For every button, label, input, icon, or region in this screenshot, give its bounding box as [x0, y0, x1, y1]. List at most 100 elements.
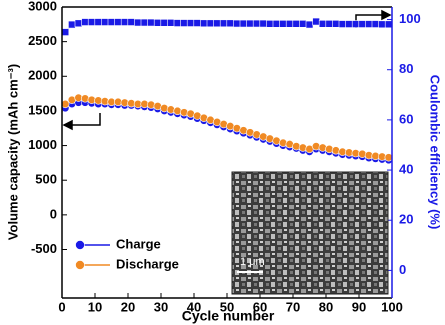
point [167, 19, 175, 27]
point [312, 17, 320, 26]
y-tick-label: -500 [31, 241, 57, 256]
point [279, 20, 287, 28]
point [332, 20, 340, 28]
legend-item: Charge [75, 236, 161, 251]
point [331, 146, 341, 155]
y2-tick-label: 20 [399, 212, 413, 227]
point [180, 108, 189, 117]
y-tick-label: 2500 [28, 33, 57, 48]
y-tick-label: 1000 [28, 137, 57, 152]
y-tick-label: 0 [50, 206, 57, 221]
point [325, 144, 334, 154]
point [312, 142, 321, 151]
x-tick-label: 60 [253, 299, 267, 314]
point [299, 20, 307, 28]
y2-tick-label: 100 [399, 11, 421, 26]
point [345, 20, 353, 28]
legend-marker [75, 260, 85, 270]
point [213, 19, 221, 28]
series [61, 93, 393, 162]
point [87, 18, 96, 26]
y-tick-label: 1500 [28, 102, 57, 117]
y-tick-label: 2000 [28, 68, 57, 83]
point [147, 18, 155, 27]
point [266, 20, 274, 28]
legend-label: Charge [116, 236, 161, 251]
point [114, 18, 122, 26]
point [107, 18, 116, 26]
x-tick-label: 20 [121, 299, 135, 314]
x-tick-label: 40 [187, 299, 201, 314]
point [239, 19, 248, 28]
scale-bar-label: 1 μm [240, 256, 265, 268]
legend-label: Discharge [116, 256, 179, 271]
point [226, 19, 235, 28]
point [160, 104, 169, 113]
point [298, 143, 308, 152]
legend-item: Discharge [75, 256, 179, 271]
point [279, 138, 288, 147]
inset-micrograph: 1 μm [231, 171, 389, 295]
y-tick-label: 500 [35, 172, 57, 187]
point [160, 19, 169, 27]
x-axis-title: Cycle number [182, 308, 275, 324]
point [358, 20, 367, 28]
point [325, 20, 334, 28]
point [371, 20, 380, 28]
point [378, 20, 386, 29]
axis-arrows [62, 9, 392, 131]
point [186, 19, 195, 27]
point [140, 18, 149, 27]
point [358, 149, 367, 158]
point [180, 19, 188, 27]
point [101, 18, 109, 26]
point [127, 18, 136, 26]
point [285, 20, 294, 28]
y2-tick-label: 0 [399, 262, 406, 277]
point [338, 20, 347, 28]
x-tick-label: 90 [352, 299, 366, 314]
point [246, 19, 254, 28]
point [68, 20, 76, 29]
point [219, 19, 228, 28]
point [259, 19, 268, 28]
point [292, 20, 301, 28]
point [252, 19, 261, 28]
point [305, 20, 314, 29]
x-tick-label: 30 [154, 299, 168, 314]
point [292, 142, 301, 151]
point [318, 20, 327, 28]
point [120, 18, 129, 26]
point [206, 19, 215, 28]
point [272, 20, 281, 28]
point [74, 19, 83, 28]
y-axis-title: Volume capacity (mAh cm⁻³) [5, 64, 20, 240]
point [80, 94, 90, 103]
x-tick-label: 80 [319, 299, 333, 314]
point [318, 143, 327, 152]
point [351, 20, 360, 28]
point [173, 106, 182, 116]
series [61, 17, 393, 36]
point [147, 100, 156, 109]
point [200, 19, 208, 28]
x-tick-label: 10 [88, 299, 102, 314]
point [61, 28, 70, 36]
point [384, 20, 393, 29]
y2-tick-label: 60 [399, 111, 413, 126]
point [173, 19, 182, 27]
y-tick-label: 3000 [28, 0, 57, 13]
x-tick-label: 70 [286, 299, 300, 314]
legend-marker [75, 240, 85, 250]
point [153, 19, 162, 27]
y2-tick-label: 40 [399, 161, 413, 176]
point [233, 19, 241, 28]
point [193, 19, 202, 27]
x-tick-label: 50 [220, 299, 234, 314]
point [94, 18, 103, 26]
point [365, 20, 373, 28]
y2-tick-label: 80 [399, 61, 413, 76]
x-tick-label: 100 [381, 299, 403, 314]
point [81, 18, 89, 26]
